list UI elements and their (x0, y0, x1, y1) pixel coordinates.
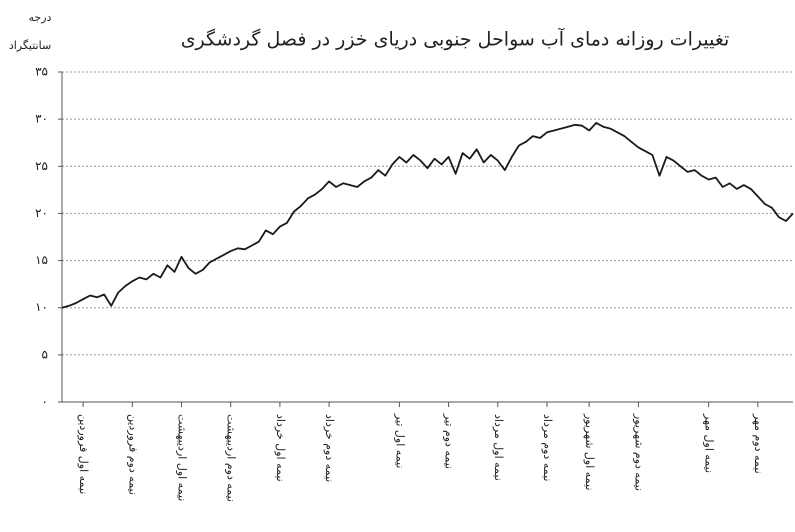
x-tick-label: نیمه اول شهریور (583, 413, 596, 490)
x-tick-label: نیمه دوم اردیبهشت (225, 414, 238, 502)
x-tick-label: نیمه اول تیر (393, 413, 406, 468)
y-tick-label: ۲۰ (35, 206, 48, 220)
y-tick-label: ۳۵ (35, 65, 48, 79)
y-tick-label: ۳۰ (35, 112, 48, 126)
data-line (61, 122, 794, 309)
x-tick-label: نیمه دوم خرداد (323, 414, 336, 482)
x-tick-label: نیمه دوم مهر (752, 413, 765, 474)
x-tick-label: نیمه اول مرداد (492, 414, 505, 481)
y-axis-label: سانتیگراد (9, 39, 51, 52)
x-tick-label: نیمه اول خرداد (274, 414, 287, 482)
x-tick-label: نیمه دوم شهریور (632, 413, 645, 491)
x-tick-label: نیمه دوم تیر (443, 413, 456, 469)
x-tick-label: نیمه اول اردیبهشت (175, 414, 188, 501)
x-tick-label: نیمه دوم فروردین (126, 414, 139, 495)
chart-title: تغییرات روزانه دمای آب سواحل جنوبی دریای… (181, 27, 730, 51)
y-tick-label: ۱۰ (35, 300, 48, 314)
y-axis-label: درجه (29, 11, 52, 24)
y-tick-label: ۲۵ (35, 159, 48, 173)
y-tick-label: ۱۵ (35, 253, 48, 267)
y-tick-label: ۵ (42, 347, 48, 361)
x-tick-label: نیمه دوم مرداد (541, 414, 554, 481)
y-tick-label: ۰ (42, 395, 48, 409)
x-tick-label: نیمه اول مهر (703, 413, 716, 473)
x-tick-label: نیمه اول فروردین (77, 414, 90, 494)
